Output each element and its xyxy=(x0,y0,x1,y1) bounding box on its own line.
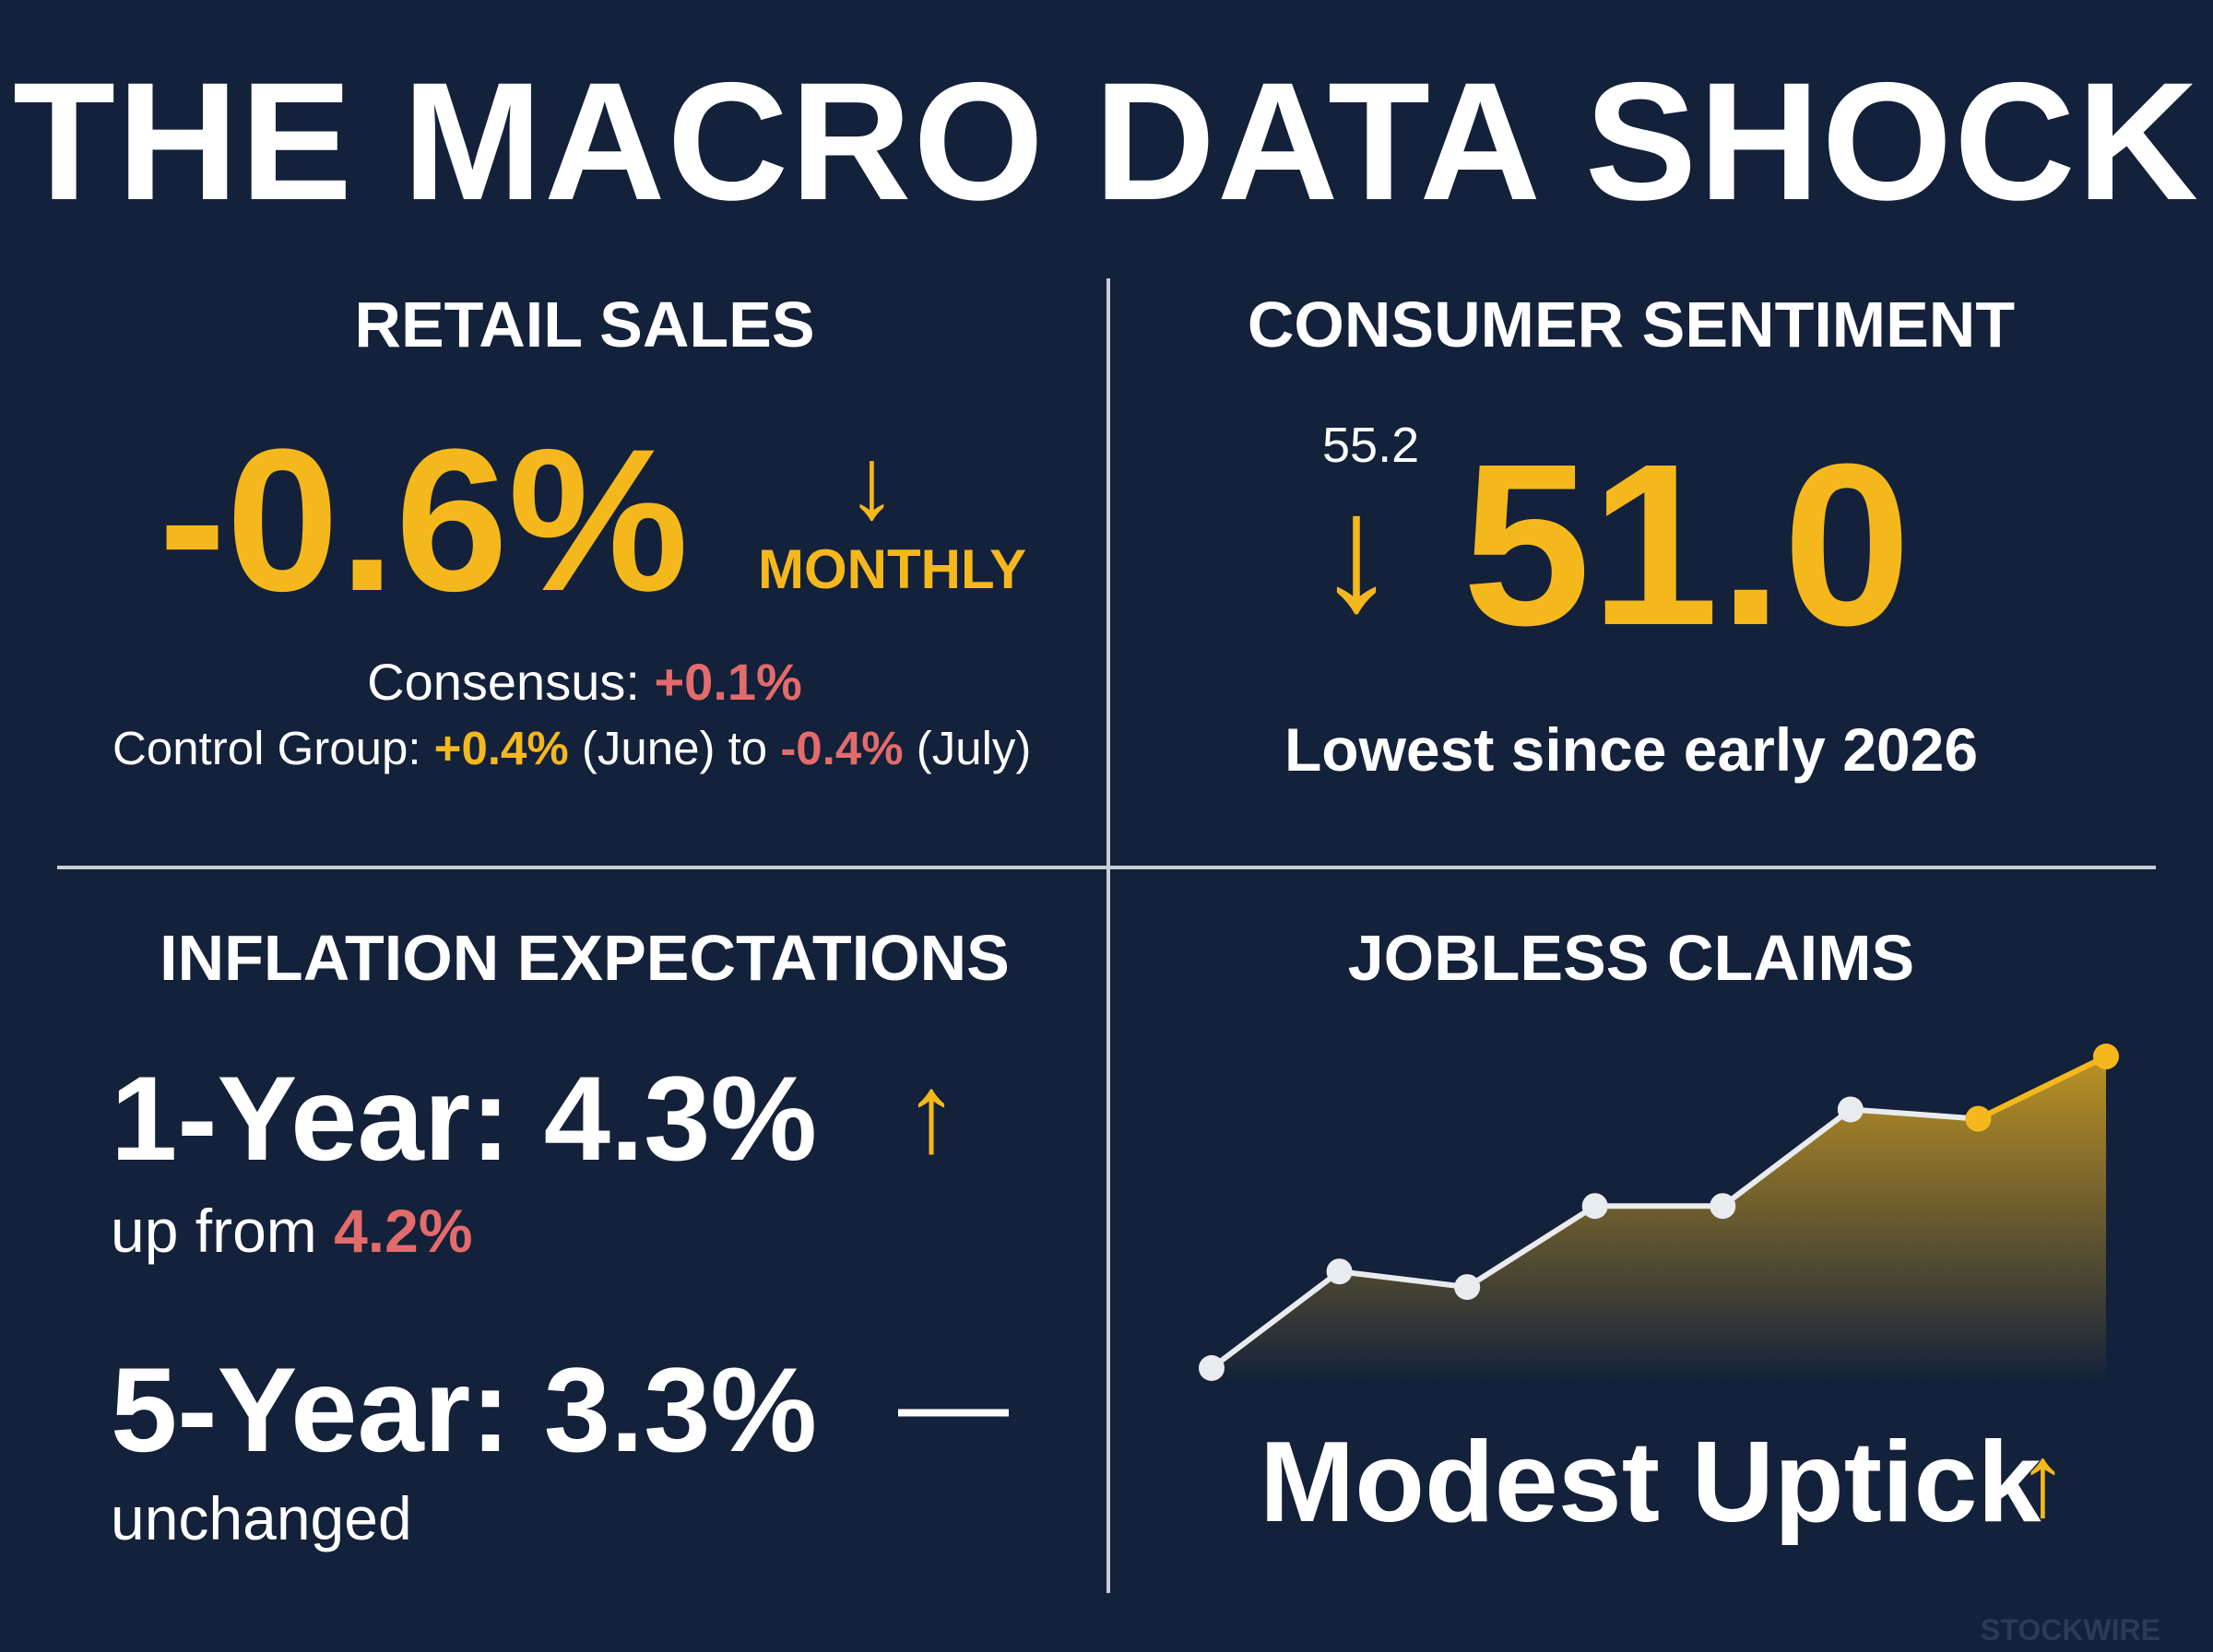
consensus-value: +0.1% xyxy=(654,653,802,711)
down-arrow-icon: ↓ xyxy=(1315,460,1398,645)
down-arrow-icon: ↓ xyxy=(846,427,897,540)
control-to-value: -0.4% xyxy=(780,722,904,774)
retail-consensus: Consensus: +0.1% xyxy=(0,656,1169,708)
sentiment-previous-value: 55.2 xyxy=(1322,418,1420,473)
five-year-expectation: 5-Year: 3.3% xyxy=(111,1342,818,1477)
inflation-expectations-title: INFLATION EXPECTATIONS xyxy=(160,922,1010,994)
page-title: THE MACRO DATA SHOCK xyxy=(12,47,2201,235)
chart-data-point xyxy=(2093,1044,2119,1069)
control-from-period: (June) to xyxy=(581,722,768,774)
chart-line-segment xyxy=(1975,1054,2109,1122)
horizontal-divider xyxy=(57,866,2156,869)
control-label: Control Group: xyxy=(112,722,421,774)
chart-line-segment xyxy=(1464,1203,1598,1291)
five-year-note: unchanged xyxy=(111,1484,412,1552)
chart-data-point xyxy=(1581,1193,1608,1220)
chart-line-segment xyxy=(1847,1106,1982,1122)
control-from-value: +0.4% xyxy=(433,722,569,774)
up-arrow-icon: ↑ xyxy=(904,1052,959,1175)
chart-data-point xyxy=(1454,1274,1481,1301)
unchanged-dash-icon: — xyxy=(898,1341,1009,1465)
chart-data-point xyxy=(1710,1193,1736,1220)
consumer-sentiment-title: CONSUMER SENTIMENT xyxy=(1247,289,2016,360)
retail-control-group: Control Group: +0.4% (June) to -0.4% (Ju… xyxy=(112,725,1031,772)
chart-line-segment xyxy=(1209,1268,1343,1371)
control-to-period: (July) xyxy=(916,722,1032,774)
chart-data-point xyxy=(1965,1105,1992,1132)
chart-data-point xyxy=(1837,1096,1864,1123)
jobless-claims-title: JOBLESS CLAIMS xyxy=(1347,922,1915,994)
sentiment-note: Lowest since early 2026 xyxy=(1284,715,1979,784)
chart-line-segment xyxy=(1336,1268,1471,1291)
chart-data-point xyxy=(1326,1258,1353,1285)
jobless-caption: Modest Uptick xyxy=(1260,1419,2041,1546)
retail-sales-value: -0.6% xyxy=(159,407,689,633)
one-year-previous-value: 4.2% xyxy=(334,1197,473,1265)
retail-sales-period: MONTHLY xyxy=(758,538,1027,600)
chart-data-point xyxy=(1199,1355,1225,1381)
one-year-note-text: up from xyxy=(111,1197,317,1265)
sentiment-value: 51.0 xyxy=(1462,416,1911,673)
chart-line-segment xyxy=(1720,1106,1853,1210)
watermark-logo: STOCKWIRE xyxy=(1981,1613,2160,1646)
retail-sales-title: RETAIL SALES xyxy=(354,289,815,360)
one-year-note: up from 4.2% xyxy=(111,1200,473,1261)
one-year-expectation: 1-Year: 4.3% xyxy=(111,1051,818,1186)
vertical-divider xyxy=(1106,278,1110,1593)
up-arrow-icon: ↑ xyxy=(2018,1424,2068,1538)
consensus-label: Consensus: xyxy=(367,653,640,711)
jobless-claims-chart xyxy=(1199,1044,2119,1383)
chart-area-fill xyxy=(1212,1056,2106,1383)
